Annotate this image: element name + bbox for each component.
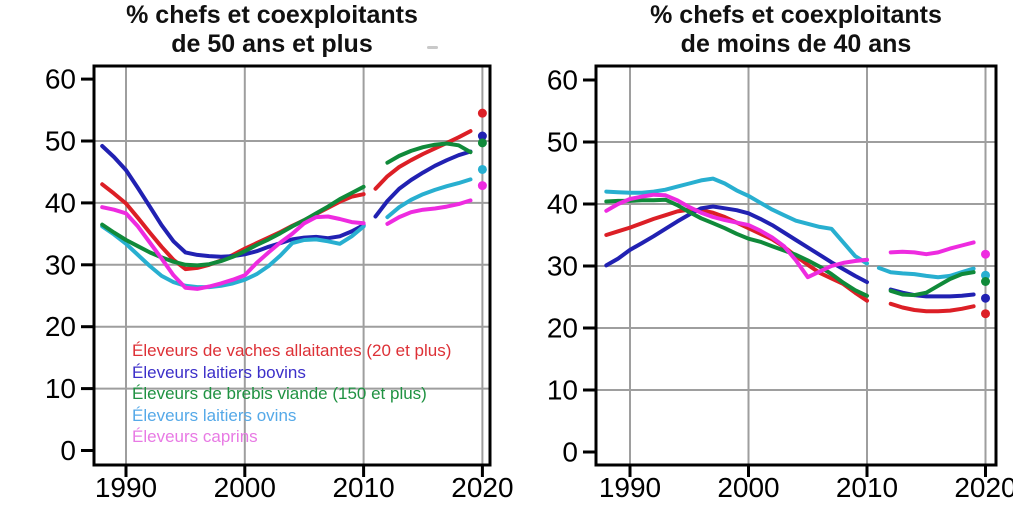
x-tick-label: 2020 [954, 472, 1013, 503]
census-2020-dot-1 [477, 131, 487, 141]
series-legend: Éleveurs de vaches allaitantes (20 et pl… [132, 340, 451, 448]
x-tick-label: 1990 [95, 472, 157, 503]
x-tick-label: 1990 [599, 472, 661, 503]
right-chart-title: % chefs et coexploitants de moins de 40 … [596, 1, 996, 59]
x-tick-label: 2020 [451, 472, 513, 503]
y-tick-label: 30 [45, 249, 76, 280]
legend-item-2: Éleveurs de brebis viande (150 et plus) [132, 384, 427, 403]
legend-item-0: Éleveurs de vaches allaitantes (20 et pl… [132, 341, 452, 360]
y-tick-label: 0 [562, 437, 578, 468]
y-tick-label: 0 [60, 435, 76, 466]
series-line-3-segment-1 [385, 177, 473, 220]
x-tick-label: 2010 [332, 472, 394, 503]
series-line-4-segment-1 [888, 240, 976, 257]
chart-left: 0 10 20 30 40 50 60 1990 2000 2010 2020 [45, 64, 514, 503]
series-line-0-segment-1 [373, 129, 473, 191]
y-tick-label: 20 [45, 311, 76, 342]
y-tick-label: 60 [45, 64, 76, 95]
y-tick-label: 30 [547, 251, 578, 282]
y-tick-label: 50 [45, 126, 76, 157]
series-line-2-segment-1 [385, 141, 473, 165]
census-2020-dot-2 [981, 277, 990, 286]
series-line-3-segment-1 [876, 265, 976, 280]
census-2020-dot-4 [981, 249, 990, 259]
x-tick-label: 2000 [717, 472, 779, 503]
right-chart-title-line2: de moins de 40 ans [680, 30, 912, 58]
y-tick-label: 10 [547, 375, 578, 406]
census-2020-dot-0 [981, 309, 990, 319]
x-tick-label: 2010 [836, 472, 898, 503]
series-line-2-segment-0 [100, 184, 366, 268]
census-2020-dot-4 [477, 181, 487, 191]
y-tick-label: 50 [547, 127, 578, 158]
series-line-3-segment-0 [604, 176, 869, 266]
stray-mark [427, 46, 438, 49]
y-tick-label: 20 [547, 313, 578, 344]
legend-item-4: Éleveurs caprins [132, 427, 258, 446]
legend-item-3: Éleveurs laitiers ovins [132, 405, 297, 425]
legend-item-1: Éleveurs laitiers bovins [132, 362, 306, 382]
series-line-2-segment-1 [888, 270, 976, 298]
y-tick-label: 40 [45, 187, 76, 218]
census-2020-dot-2 [477, 138, 487, 148]
census-2020-dot-3 [981, 270, 990, 280]
series-line-1-segment-0 [604, 204, 869, 285]
series-line-3-segment-0 [100, 224, 366, 290]
left-chart-title-line1: % chefs et coexploitants [126, 1, 418, 29]
right-chart-title-line1: % chefs et coexploitants [650, 1, 942, 29]
x-tick-label: 2000 [214, 472, 276, 503]
series-line-4-segment-1 [385, 198, 473, 226]
y-tick-label: 10 [45, 373, 76, 404]
census-2020-dot-3 [477, 164, 487, 174]
left-chart-title: % chefs et coexploitants de 50 ans et pl… [74, 1, 470, 59]
census-2020-dot-1 [981, 293, 990, 303]
y-tick-label: 60 [547, 65, 578, 96]
series-line-4-segment-0 [100, 205, 366, 291]
census-2020-dot-0 [477, 108, 487, 118]
series-line-2-segment-0 [604, 197, 869, 298]
series-line-4-segment-0 [604, 192, 869, 280]
y-tick-label: 40 [547, 189, 578, 220]
series-line-1-segment-1 [373, 149, 473, 219]
left-chart-title-line2: de 50 ans et plus [171, 30, 373, 58]
series-line-0-segment-1 [888, 301, 976, 314]
chart-right: 0 10 20 30 40 50 60 1990 2000 2010 2020 [547, 64, 1013, 503]
